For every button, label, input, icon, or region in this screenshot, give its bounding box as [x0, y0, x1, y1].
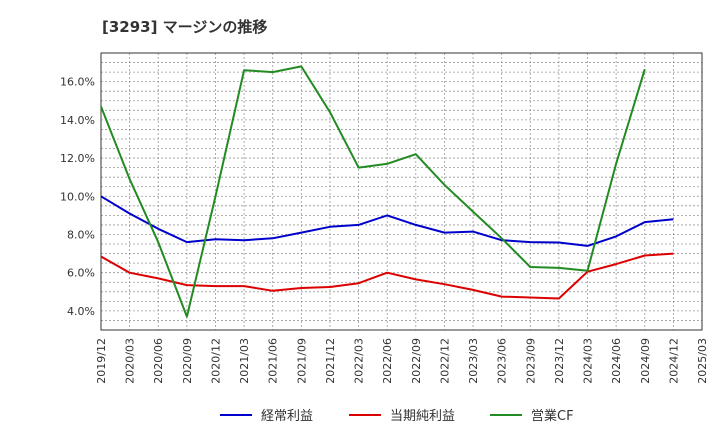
y-tick-label: 8.0%: [67, 228, 95, 241]
y-tick-label: 6.0%: [67, 267, 95, 280]
series-lines: [100, 65, 674, 318]
x-tick-label: 2023/12: [553, 338, 566, 384]
grid-lines: [100, 52, 703, 331]
x-tick-label: 2022/09: [410, 338, 423, 384]
y-tick-label: 4.0%: [67, 305, 95, 318]
x-tick-label: 2023/06: [496, 338, 509, 384]
x-tick-label: 2020/06: [152, 338, 165, 384]
x-tick-label: 2024/12: [667, 338, 680, 384]
x-tick-label: 2025/03: [696, 338, 709, 384]
plot-frame: [100, 52, 703, 331]
series-line-2: [100, 65, 646, 318]
y-tick-label: 14.0%: [60, 114, 95, 127]
x-tick-label: 2024/03: [582, 338, 595, 384]
series-line-0: [100, 195, 674, 247]
x-tick-label: 2021/06: [267, 338, 280, 384]
legend-label-0: 経常利益: [261, 409, 313, 424]
x-tick-label: 2023/09: [524, 338, 537, 384]
x-tick-label: 2022/03: [353, 338, 366, 384]
series-line-1: [100, 252, 674, 300]
x-tick-label: 2021/12: [324, 338, 337, 384]
x-tick-label: 2024/09: [639, 338, 652, 384]
legend-label-2: 営業CF: [531, 408, 574, 424]
x-tick-label: 2020/03: [124, 338, 137, 384]
y-tick-label: 16.0%: [60, 76, 95, 89]
x-tick-label: 2019/12: [95, 338, 108, 384]
chart-title: [3293] マージンの推移: [102, 18, 267, 36]
y-tick-label: 12.0%: [60, 152, 95, 165]
y-tick-label: 10.0%: [60, 190, 95, 203]
legend: 経常利益 当期純利益 営業CF: [220, 408, 574, 424]
x-tick-label: 2022/12: [438, 338, 451, 384]
x-tick-label: 2024/06: [610, 338, 623, 384]
plot-border: [100, 52, 703, 331]
x-tick-label: 2020/12: [209, 338, 222, 384]
x-tick-label: 2022/06: [381, 338, 394, 384]
x-tick-label: 2021/03: [238, 338, 251, 384]
x-tick-label: 2021/09: [295, 338, 308, 384]
x-axis-ticks: 2019/12 2020/03 2020/06 2020/09 2020/12 2021/…: [95, 338, 709, 384]
y-axis-ticks: 4.0% 6.0% 8.0% 10.0% 12.0% 14.0% 16.0%: [60, 76, 95, 318]
x-tick-label: 2020/09: [181, 338, 194, 384]
x-tick-label: 2023/03: [467, 338, 480, 384]
legend-label-1: 当期純利益: [390, 409, 455, 424]
